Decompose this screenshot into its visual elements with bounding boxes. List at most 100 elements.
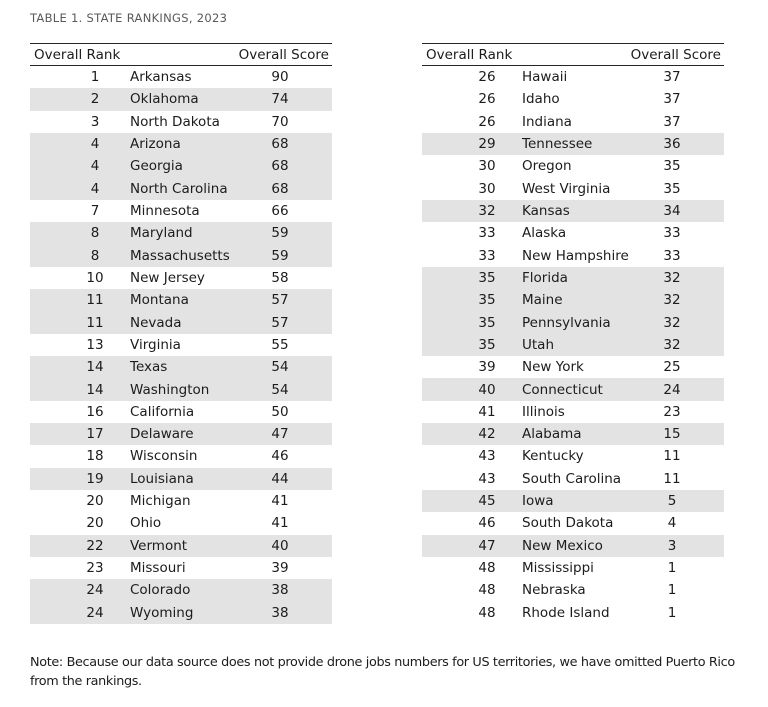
score-cell: 54: [271, 381, 289, 398]
score-cell: 54: [271, 359, 289, 376]
rank-cell: 43: [478, 448, 496, 465]
table-header: Overall Rank Overall Score: [30, 44, 332, 66]
score-cell: 24: [663, 381, 681, 398]
rank-cell: 41: [478, 403, 496, 420]
rank-cell: 30: [478, 180, 496, 197]
state-cell: South Dakota: [522, 515, 614, 532]
table-row: 35 Florida 32: [422, 266, 724, 290]
rank-cell: 3: [90, 113, 100, 130]
score-cell: 1: [667, 604, 677, 621]
table-row: 11 Nevada 57: [30, 311, 332, 334]
state-cell: Arkansas: [130, 69, 192, 86]
state-cell: New Jersey: [130, 269, 205, 286]
rank-cell: 17: [86, 426, 104, 443]
score-cell: 47: [271, 426, 289, 443]
table-row: 30 Oregon 35: [422, 155, 724, 177]
table-header: Overall Rank Overall Score: [422, 44, 724, 66]
state-cell: Washington: [130, 381, 210, 398]
rank-cell: 48: [478, 604, 496, 621]
rank-cell: 11: [86, 314, 104, 331]
score-cell: 41: [271, 515, 289, 532]
state-cell: Alaska: [522, 225, 567, 242]
state-cell: Kentucky: [522, 448, 584, 465]
rank-cell: 7: [90, 203, 100, 220]
score-cell: 33: [663, 225, 681, 242]
state-cell: Delaware: [130, 426, 194, 443]
table-row: 18 Wisconsin 46: [30, 445, 332, 467]
state-cell: Illinois: [522, 403, 565, 420]
rank-cell: 30: [478, 158, 496, 175]
state-cell: Maryland: [130, 225, 193, 242]
state-cell: Massachusetts: [130, 247, 230, 264]
rank-cell: 18: [86, 448, 104, 465]
state-cell: Wisconsin: [130, 448, 198, 465]
state-cell: New Hampshire: [522, 247, 629, 264]
state-cell: Maine: [522, 292, 563, 309]
state-cell: Oklahoma: [130, 91, 199, 108]
table-row: 4 North Carolina 68: [30, 177, 332, 200]
score-cell: 50: [271, 403, 289, 420]
table-row: 30 West Virginia 35: [422, 178, 724, 200]
score-cell: 35: [663, 158, 681, 175]
state-cell: Minnesota: [130, 203, 200, 220]
score-cell: 38: [271, 604, 289, 621]
table-row: 24 Wyoming 38: [30, 601, 332, 624]
score-cell: 37: [663, 91, 681, 108]
score-cell: 40: [271, 537, 289, 554]
state-cell: Idaho: [522, 91, 560, 108]
score-cell: 68: [271, 136, 289, 153]
state-cell: West Virginia: [522, 180, 611, 197]
state-cell: New York: [522, 359, 584, 376]
table-row: 46 South Dakota 4: [422, 512, 724, 534]
rank-cell: 45: [478, 493, 496, 510]
score-cell: 68: [271, 180, 289, 197]
table-row: 10 New Jersey 58: [30, 267, 332, 289]
table-row: 35 Utah 32: [422, 333, 724, 357]
state-cell: California: [130, 403, 195, 420]
state-cell: Arizona: [130, 136, 181, 153]
state-cell: Virginia: [130, 336, 181, 353]
score-cell: 70: [271, 113, 289, 130]
rank-cell: 35: [478, 314, 496, 331]
rank-cell: 42: [478, 426, 496, 443]
state-cell: Michigan: [130, 493, 191, 510]
rank-cell: 4: [90, 180, 100, 197]
score-cell: 32: [663, 314, 681, 331]
score-cell: 15: [663, 426, 681, 443]
score-cell: 23: [663, 403, 681, 420]
table-row: 16 California 50: [30, 401, 332, 423]
col-header-overall-rank: Overall Rank: [34, 46, 121, 63]
state-cell: Tennessee: [522, 136, 593, 153]
rank-cell: 23: [86, 560, 104, 577]
score-cell: 11: [663, 470, 681, 487]
state-cell: Hawaii: [522, 69, 568, 86]
rank-cell: 14: [86, 381, 104, 398]
rank-cell: 20: [86, 515, 104, 532]
table-row: 26 Idaho 37: [422, 88, 724, 110]
score-cell: 36: [663, 136, 681, 153]
state-cell: Pennsylvania: [522, 314, 611, 331]
score-cell: 44: [271, 470, 289, 487]
table-row: 22 Vermont 40: [30, 534, 332, 557]
score-cell: 57: [271, 314, 289, 331]
score-cell: 34: [663, 203, 681, 220]
state-cell: Mississippi: [522, 560, 594, 577]
rank-cell: 39: [478, 359, 496, 376]
state-cell: New Mexico: [522, 537, 603, 554]
state-cell: Louisiana: [130, 470, 194, 487]
table-row: 19 Louisiana 44: [30, 467, 332, 490]
table-row: 40 Connecticut 24: [422, 378, 724, 401]
score-cell: 32: [663, 336, 681, 353]
rank-cell: 35: [478, 336, 496, 353]
footnote-line: from the rankings.: [30, 674, 142, 689]
score-cell: 3: [667, 537, 677, 554]
state-cell: Wyoming: [130, 604, 194, 621]
rank-cell: 26: [478, 113, 496, 130]
state-cell: Rhode Island: [522, 604, 610, 621]
score-cell: 41: [271, 493, 289, 510]
score-cell: 68: [271, 158, 289, 175]
rank-cell: 8: [90, 247, 100, 264]
rank-cell: 11: [86, 292, 104, 309]
state-cell: Oregon: [522, 158, 572, 175]
table-row: 43 Kentucky 11: [422, 445, 724, 467]
